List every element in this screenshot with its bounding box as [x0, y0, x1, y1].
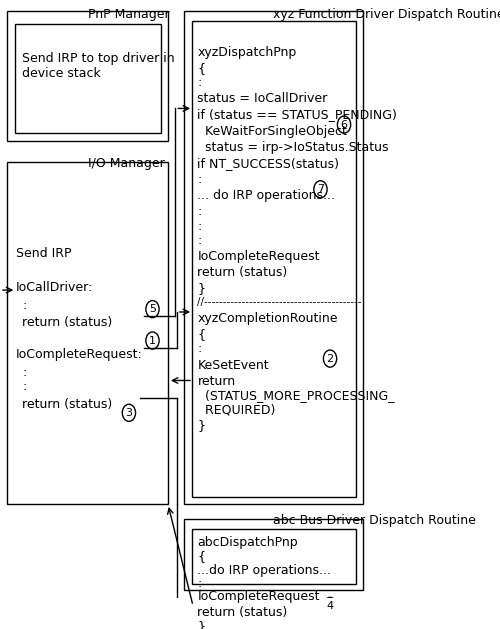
Text: :: :	[198, 76, 202, 89]
Text: :: :	[198, 234, 202, 247]
Text: 7: 7	[317, 184, 324, 194]
Text: xyzCompletionRoutine: xyzCompletionRoutine	[198, 312, 338, 325]
Text: :: :	[198, 173, 202, 186]
Text: {: {	[198, 328, 205, 341]
Text: I/O Manager: I/O Manager	[88, 157, 164, 170]
Text: IoCompleteRequest: IoCompleteRequest	[198, 590, 320, 603]
Text: 5: 5	[149, 304, 156, 314]
Text: KeWaitForSingleObject: KeWaitForSingleObject	[198, 125, 348, 138]
Text: return (status): return (status)	[198, 266, 288, 279]
Bar	[8, 162, 168, 504]
Text: if NT_SUCCESS(status): if NT_SUCCESS(status)	[198, 157, 340, 170]
Text: 2: 2	[326, 353, 334, 364]
Bar	[184, 520, 363, 590]
Text: abcDispatchPnp: abcDispatchPnp	[198, 535, 298, 548]
Text: ...do IRP operations...: ...do IRP operations...	[198, 564, 332, 577]
Text: xyz Function Driver Dispatch Routine: xyz Function Driver Dispatch Routine	[274, 8, 500, 21]
Text: :: :	[198, 577, 202, 591]
Text: IoCompleteRequest:: IoCompleteRequest:	[16, 348, 143, 361]
Text: (STATUS_MORE_PROCESSING_: (STATUS_MORE_PROCESSING_	[198, 389, 395, 402]
Text: 4: 4	[326, 601, 334, 611]
Bar	[8, 11, 168, 141]
Text: REQUIRED): REQUIRED)	[198, 403, 276, 416]
Text: 6: 6	[340, 120, 347, 130]
Text: return: return	[198, 375, 235, 387]
Text: abc Bus Driver Dispatch Routine: abc Bus Driver Dispatch Routine	[274, 514, 476, 526]
Text: Send IRP to top driver in
device stack: Send IRP to top driver in device stack	[22, 52, 174, 81]
Text: }: }	[198, 282, 205, 296]
Text: }: }	[198, 420, 205, 433]
Text: 3: 3	[126, 408, 132, 418]
Text: return (status): return (status)	[22, 398, 112, 411]
Text: :: :	[22, 366, 26, 379]
Text: KeSetEvent: KeSetEvent	[198, 359, 269, 372]
Bar	[192, 529, 356, 584]
Text: :: :	[22, 381, 26, 394]
Text: xyzDispatchPnp: xyzDispatchPnp	[198, 46, 296, 58]
Text: IoCompleteRequest: IoCompleteRequest	[198, 250, 320, 263]
Text: :: :	[198, 220, 202, 233]
Text: 1: 1	[149, 335, 156, 345]
Text: {: {	[198, 62, 205, 75]
Text: PnP Manager: PnP Manager	[88, 8, 170, 21]
Text: status = irp->IoStatus.Status: status = irp->IoStatus.Status	[198, 141, 389, 153]
Text: Send IRP: Send IRP	[16, 247, 72, 260]
Text: ... do IRP operations...: ... do IRP operations...	[198, 189, 336, 203]
Text: :: :	[22, 299, 26, 311]
Text: if (status == STATUS_PENDING): if (status == STATUS_PENDING)	[198, 108, 398, 121]
Text: return (status): return (status)	[22, 316, 112, 329]
Text: {: {	[198, 550, 205, 563]
Bar	[184, 11, 363, 504]
Bar	[14, 24, 160, 133]
Text: return (status): return (status)	[198, 606, 288, 619]
Text: :: :	[198, 342, 202, 355]
Text: :: :	[198, 206, 202, 218]
Text: //------------------------------------------: //--------------------------------------…	[198, 297, 362, 307]
Text: }: }	[198, 620, 205, 629]
Bar	[192, 21, 356, 496]
Text: status = IoCallDriver: status = IoCallDriver	[198, 92, 328, 105]
Text: IoCallDriver:: IoCallDriver:	[16, 281, 94, 294]
